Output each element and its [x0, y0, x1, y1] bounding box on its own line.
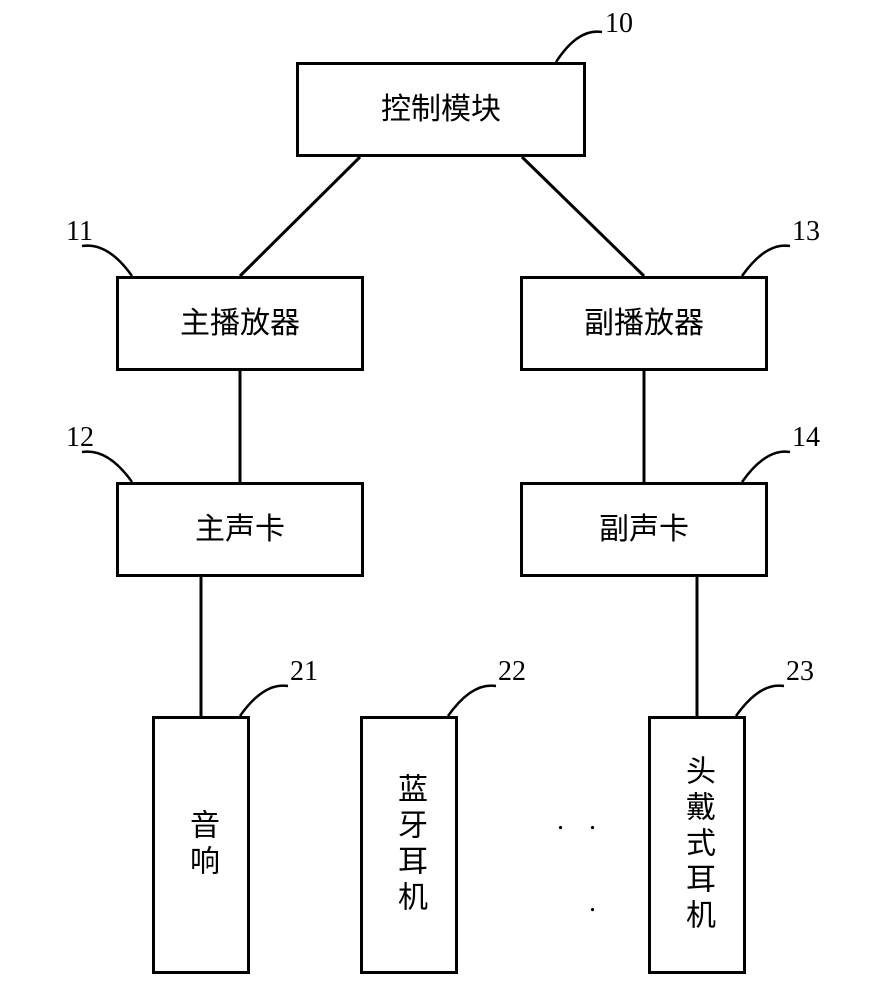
ref-sub-player: 13 [792, 216, 820, 248]
leader-control-module [556, 32, 602, 62]
node-label: 头戴式耳机 [675, 755, 719, 935]
node-main-player: 主播放器 [116, 276, 364, 371]
node-label: 副声卡 [599, 512, 689, 548]
leader-main-soundcard [82, 452, 132, 482]
leader-main-player [82, 246, 132, 276]
node-sub-soundcard: 副声卡 [520, 482, 768, 577]
node-label: 副播放器 [584, 306, 704, 342]
ref-bluetooth-headset: 22 [498, 656, 526, 688]
node-main-soundcard: 主声卡 [116, 482, 364, 577]
ref-control-module: 10 [605, 8, 633, 40]
node-label: 控制模块 [381, 92, 501, 128]
leader-speaker [240, 686, 288, 716]
leader-bluetooth-headset [448, 686, 496, 716]
node-label: 音响 [179, 809, 223, 881]
ref-main-soundcard: 12 [66, 422, 94, 454]
leader-over-ear-headset [736, 686, 784, 716]
block-diagram: 控制模块 10 主播放器 11 副播放器 13 主声卡 12 副声卡 14 音响… [0, 0, 894, 1000]
leader-sub-player [742, 246, 790, 276]
ref-over-ear-headset: 23 [786, 656, 814, 688]
edge-control-to-sub-player [522, 157, 644, 276]
ellipsis: . . . [544, 805, 608, 1000]
ref-main-player: 11 [66, 216, 93, 248]
leader-sub-soundcard [742, 452, 790, 482]
edge-control-to-main-player [240, 157, 360, 276]
ref-sub-soundcard: 14 [792, 422, 820, 454]
node-speaker: 音响 [152, 716, 250, 974]
node-bluetooth-headset: 蓝牙耳机 [360, 716, 458, 974]
node-label: 主声卡 [195, 512, 285, 548]
node-label: 主播放器 [180, 306, 300, 342]
ref-speaker: 21 [290, 656, 318, 688]
node-label: 蓝牙耳机 [387, 773, 431, 917]
node-over-ear-headset: 头戴式耳机 [648, 716, 746, 974]
node-control-module: 控制模块 [296, 62, 586, 157]
node-sub-player: 副播放器 [520, 276, 768, 371]
